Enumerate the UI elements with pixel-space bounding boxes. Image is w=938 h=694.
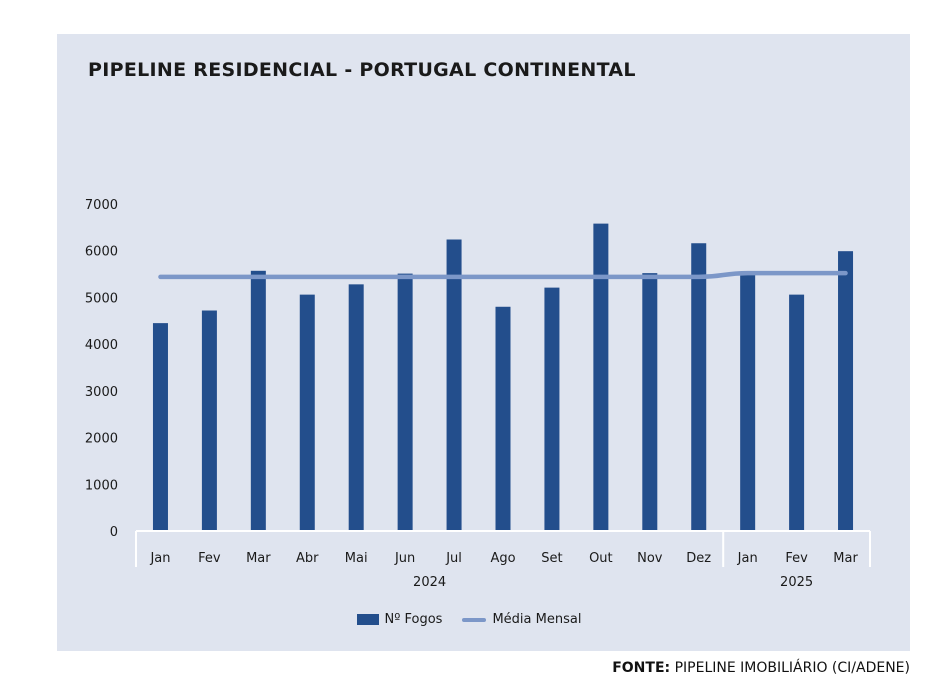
bar — [299, 294, 315, 531]
x-tick-label: Set — [541, 551, 562, 566]
bar — [740, 274, 756, 531]
x-group-label: 2024 — [413, 575, 446, 590]
source-text: PIPELINE IMOBILIÁRIO (CI/ADENE) — [674, 660, 910, 676]
bar — [397, 273, 413, 531]
legend-swatch-bars — [356, 614, 379, 625]
legend-item-line: Média Mensal — [462, 612, 581, 627]
chart-title: PIPELINE RESIDENCIAL - PORTUGAL CONTINEN… — [88, 59, 636, 81]
bar — [691, 243, 707, 532]
bar — [201, 310, 217, 531]
legend: Nº Fogos Média Mensal — [0, 612, 938, 627]
bar — [593, 223, 609, 531]
x-tick-label: Mar — [833, 551, 858, 566]
average-line — [158, 270, 848, 280]
x-tick-label: Fev — [785, 551, 808, 566]
source-note: FONTE: PIPELINE IMOBILIÁRIO (CI/ADENE) — [612, 660, 910, 676]
bar — [642, 273, 658, 531]
bar — [152, 323, 168, 531]
x-axis: Jan Fev Mar Abr Mai Jun Jul Ago Set Out Nov Dez Jan F… — [135, 530, 871, 590]
x-tick-label: Ago — [490, 551, 515, 566]
bar — [838, 251, 854, 531]
legend-item-bars: Nº Fogos — [356, 612, 443, 627]
x-tick-label: Mai — [345, 551, 368, 566]
x-tick-label: Fev — [198, 551, 221, 566]
y-tick-label: 1000 — [85, 478, 118, 493]
bar — [348, 284, 364, 531]
y-axis: 0 1000 2000 3000 4000 5000 6000 7000 — [85, 198, 118, 540]
x-tick-label: Abr — [296, 551, 319, 566]
y-tick-label: 0 — [110, 525, 118, 540]
bar-series — [152, 223, 854, 532]
bar — [495, 306, 511, 531]
bar — [250, 270, 266, 531]
bar — [789, 294, 805, 531]
y-tick-label: 2000 — [85, 432, 118, 447]
x-tick-label: Jan — [149, 551, 170, 566]
legend-label-bars: Nº Fogos — [384, 612, 443, 627]
average-line-series — [158, 270, 848, 280]
source-label: FONTE: — [612, 660, 671, 676]
y-tick-label: 3000 — [85, 385, 118, 400]
x-tick-label: Mar — [246, 551, 271, 566]
x-tick-label: Out — [589, 551, 613, 566]
x-tick-label: Jul — [445, 551, 462, 566]
y-tick-label: 5000 — [85, 291, 118, 306]
x-group-label: 2025 — [780, 575, 813, 590]
legend-swatch-line — [462, 617, 487, 622]
y-tick-label: 7000 — [85, 198, 118, 213]
bar — [544, 287, 560, 531]
bar — [446, 239, 462, 531]
legend-label-line: Média Mensal — [492, 612, 582, 627]
x-tick-label: Nov — [637, 551, 663, 566]
chart-panel — [57, 34, 910, 651]
y-tick-label: 6000 — [85, 245, 118, 260]
y-tick-label: 4000 — [85, 338, 118, 353]
x-tick-label: Dez — [686, 551, 711, 566]
x-tick-label: Jun — [394, 551, 415, 566]
x-tick-label: Jan — [737, 551, 758, 566]
